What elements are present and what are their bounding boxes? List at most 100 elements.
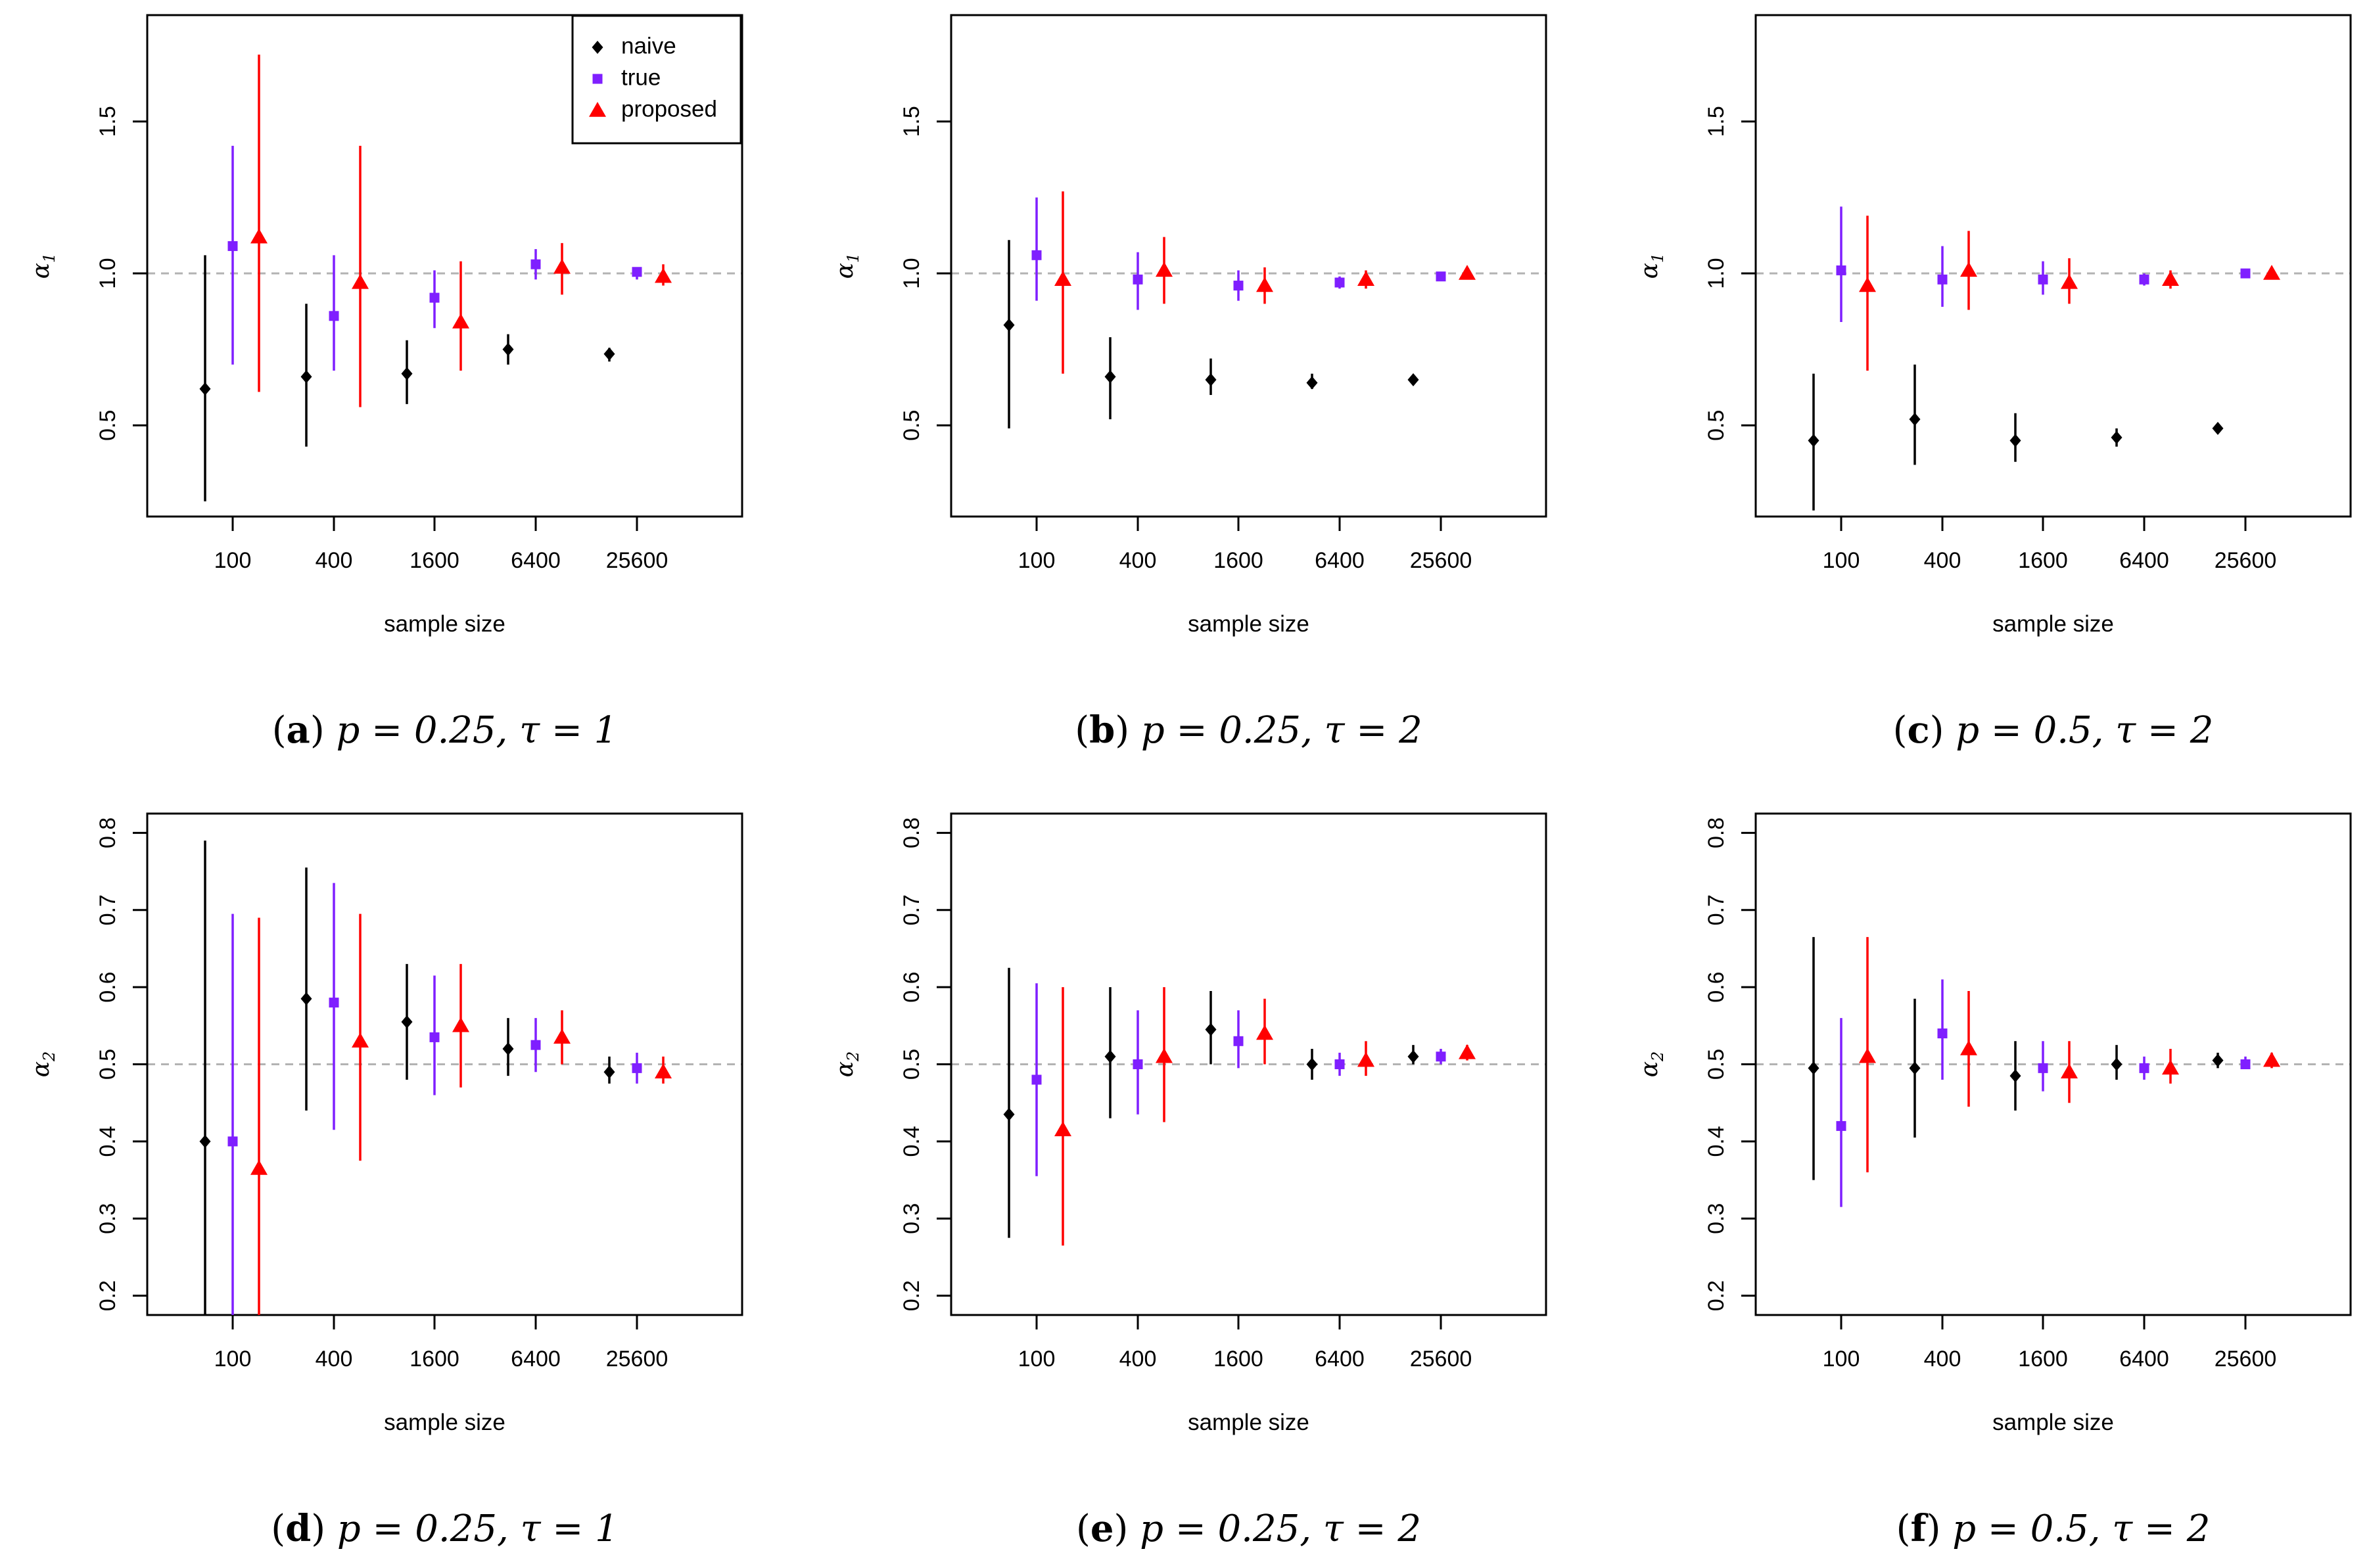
point-naive: [401, 1015, 413, 1028]
point-proposed: [1960, 262, 1977, 277]
y-tick-label: 0.2: [899, 1280, 924, 1311]
y-tick-label: 0.6: [1704, 971, 1729, 1002]
point-proposed: [250, 228, 268, 244]
point-naive: [2212, 421, 2224, 435]
point-proposed: [1256, 277, 1273, 292]
panel-c: 0.5 1.0 1.5 100 400 1600 6400 25600 sample size α…: [1636, 14, 2352, 752]
legend-label-proposed: proposed: [621, 96, 717, 122]
panel-caption: (a) p = 0.25, τ = 1: [272, 708, 618, 752]
point-naive: [502, 342, 514, 356]
x-tick-label: 100: [214, 1347, 252, 1372]
point-proposed: [1156, 262, 1173, 277]
point-true: [329, 311, 339, 321]
y-tick-label: 0.4: [899, 1126, 924, 1157]
x-tick-label: 1600: [2018, 1347, 2068, 1372]
point-naive: [1003, 318, 1015, 332]
point-proposed: [655, 267, 672, 283]
point-true: [2038, 1063, 2048, 1073]
y-tick-label: 0.6: [899, 971, 924, 1002]
point-proposed: [655, 1063, 672, 1078]
x-tick-label: 400: [316, 548, 353, 573]
x-tick-label: 400: [316, 1347, 353, 1372]
point-proposed: [1459, 265, 1476, 280]
point-naive: [2111, 430, 2123, 444]
y-tick-label: 0.3: [95, 1203, 120, 1234]
point-proposed: [1859, 277, 1876, 292]
point-true: [2240, 268, 2251, 279]
point-true: [429, 292, 440, 303]
point-true: [530, 1040, 541, 1050]
point-true: [1334, 1059, 1345, 1069]
y-axis-label: α2: [832, 1051, 862, 1078]
y-axis-label: α1: [1636, 253, 1667, 279]
point-true: [1031, 250, 1042, 260]
point-naive: [1104, 370, 1116, 384]
point-proposed: [2263, 1051, 2280, 1067]
panel-d: 0.2 0.3 0.4 0.5 0.6 0.7 0.8 100 400 1600 6400 25600…: [28, 812, 743, 1550]
legend-label-naive: naive: [621, 33, 676, 58]
point-proposed: [1357, 271, 1374, 287]
legend-marker-true: [592, 74, 603, 84]
y-tick-label: 0.6: [95, 971, 120, 1002]
y-axis-label: α1: [832, 253, 862, 279]
y-tick-label: 0.5: [95, 410, 120, 441]
point-true: [329, 998, 339, 1008]
point-true: [1937, 274, 1948, 285]
point-naive: [1407, 1049, 1419, 1063]
x-tick-label: 400: [1119, 1347, 1157, 1372]
x-tick-label: 6400: [2119, 1347, 2169, 1372]
x-tick-label: 25600: [1410, 1347, 1472, 1372]
legend-marker-naive: [592, 41, 603, 54]
panel-caption: (c) p = 0.5, τ = 2: [1893, 708, 2214, 752]
x-tick-label: 100: [1018, 548, 1056, 573]
point-true: [1937, 1028, 1948, 1039]
panel-b: 0.5 1.0 1.5 100 400 1600 6400 25600 sample size α…: [832, 14, 1547, 752]
x-tick-label: 400: [1119, 548, 1157, 573]
point-true: [1031, 1074, 1042, 1085]
x-tick-label: 1600: [410, 548, 459, 573]
point-true: [1233, 281, 1244, 291]
y-tick-label: 0.7: [95, 894, 120, 925]
point-proposed: [1256, 1025, 1273, 1040]
point-true: [530, 259, 541, 269]
point-proposed: [2061, 1063, 2078, 1078]
point-true: [2240, 1059, 2251, 1069]
point-proposed: [2061, 273, 2078, 289]
point-true: [1133, 274, 1143, 285]
point-naive: [199, 1134, 211, 1148]
point-proposed: [250, 1159, 268, 1175]
point-proposed: [352, 1032, 369, 1048]
point-true: [1836, 1120, 1846, 1131]
point-naive: [603, 347, 615, 361]
point-naive: [2111, 1057, 2123, 1071]
y-tick-label: 1.0: [95, 258, 120, 288]
point-proposed: [1357, 1051, 1374, 1067]
point-proposed: [1459, 1044, 1476, 1059]
point-true: [1233, 1036, 1244, 1046]
y-tick-label: 0.7: [1704, 894, 1729, 925]
panel-caption: (d) p = 0.25, τ = 1: [271, 1507, 618, 1550]
panel-a: 0.5 1.0 1.5 100 400 1600 6400 25600 sample size α…: [28, 14, 743, 752]
point-true: [632, 1063, 642, 1073]
x-axis-label: sample size: [384, 611, 505, 637]
x-tick-label: 1600: [1213, 548, 1263, 573]
y-tick-label: 0.7: [899, 894, 924, 925]
point-naive: [2212, 1053, 2224, 1067]
x-tick-label: 25600: [2215, 548, 2277, 573]
point-naive: [300, 370, 312, 384]
x-tick-label: 100: [214, 548, 252, 573]
x-axis-label: sample size: [1188, 611, 1309, 637]
plot-frame: [950, 14, 1547, 518]
point-proposed: [2162, 1059, 2179, 1075]
y-axis-label: α2: [1636, 1051, 1667, 1078]
legend-marker-proposed: [589, 102, 606, 117]
y-tick-label: 0.4: [1704, 1126, 1729, 1157]
x-axis-label: sample size: [384, 1410, 505, 1435]
point-proposed: [553, 258, 571, 274]
point-proposed: [1054, 271, 1071, 287]
point-naive: [603, 1065, 615, 1079]
x-tick-label: 1600: [1213, 1347, 1263, 1372]
panel-caption: (f) p = 0.5, τ = 2: [1896, 1507, 2211, 1550]
point-proposed: [2263, 265, 2280, 280]
